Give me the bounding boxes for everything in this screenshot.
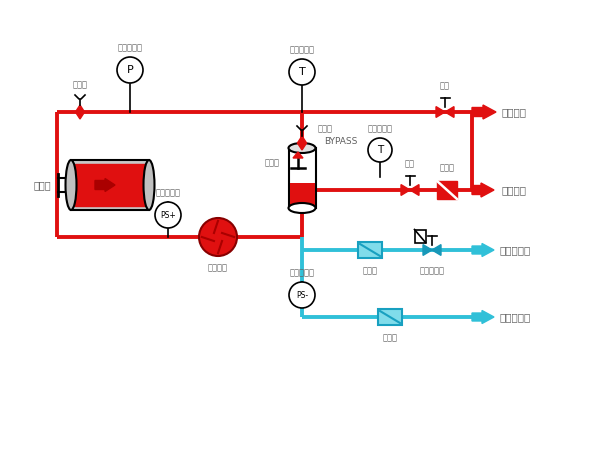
Polygon shape — [76, 105, 85, 119]
Text: 温度传感器: 温度传感器 — [290, 45, 314, 54]
Text: 重压鄀: 重压鄀 — [265, 158, 280, 167]
Ellipse shape — [143, 160, 155, 210]
Polygon shape — [445, 107, 454, 117]
FancyArrow shape — [472, 243, 494, 256]
Text: 球鄀: 球鄀 — [405, 159, 415, 168]
Text: 过滤器: 过滤器 — [383, 333, 398, 342]
Circle shape — [289, 59, 315, 85]
Bar — [289, 148, 316, 208]
Text: 过滤器: 过滤器 — [362, 266, 377, 275]
Ellipse shape — [289, 203, 316, 213]
Text: 高压限制器: 高压限制器 — [155, 188, 181, 197]
Circle shape — [368, 138, 392, 162]
FancyArrow shape — [472, 105, 496, 119]
Text: PS+: PS+ — [160, 211, 176, 220]
Polygon shape — [293, 152, 303, 158]
Text: P: P — [127, 65, 133, 75]
Circle shape — [199, 218, 237, 256]
Text: 热媒出口: 热媒出口 — [502, 107, 527, 117]
FancyArrow shape — [472, 183, 494, 197]
FancyArrow shape — [472, 310, 494, 324]
Text: 球鄀: 球鄀 — [440, 81, 450, 90]
Circle shape — [289, 282, 315, 308]
Bar — [415, 230, 425, 243]
Polygon shape — [436, 107, 445, 117]
Text: 低压限制器: 低压限制器 — [290, 268, 314, 277]
Text: 循环泵浦: 循环泵浦 — [208, 263, 228, 272]
Ellipse shape — [65, 160, 77, 210]
Bar — [71, 160, 149, 210]
Text: 温度传感器: 温度传感器 — [367, 124, 392, 133]
Polygon shape — [298, 136, 307, 150]
Polygon shape — [432, 245, 441, 256]
Text: 排气鄀: 排气鄀 — [318, 125, 333, 134]
Text: 加热器: 加热器 — [34, 180, 51, 190]
Ellipse shape — [289, 143, 316, 153]
Text: 冷却电磁鄀: 冷却电磁鄀 — [419, 266, 445, 275]
Text: T: T — [377, 145, 383, 155]
Text: T: T — [299, 67, 305, 77]
Text: 压力显示器: 压力显示器 — [118, 43, 143, 52]
Text: 冷却水入口: 冷却水入口 — [500, 312, 531, 322]
Circle shape — [117, 57, 143, 83]
Text: BYPASS: BYPASS — [324, 136, 358, 145]
Text: 热媒回口: 热媒回口 — [502, 185, 527, 195]
Bar — [378, 309, 402, 325]
Polygon shape — [423, 245, 432, 256]
Bar — [75, 164, 145, 206]
Bar — [358, 242, 382, 258]
Circle shape — [155, 202, 181, 228]
Polygon shape — [401, 184, 410, 195]
Bar — [290, 183, 314, 207]
Text: PS-: PS- — [296, 291, 308, 300]
Polygon shape — [410, 184, 419, 195]
Text: 冷却水出口: 冷却水出口 — [500, 245, 531, 255]
Bar — [437, 181, 457, 199]
FancyArrow shape — [95, 179, 115, 192]
Text: 过滤器: 过滤器 — [439, 163, 455, 172]
Text: 排气阀: 排气阀 — [73, 80, 88, 89]
